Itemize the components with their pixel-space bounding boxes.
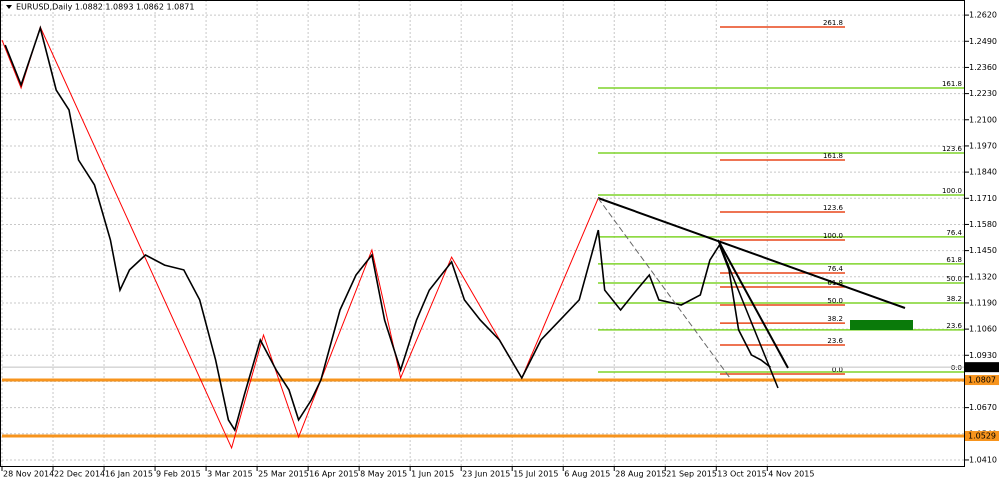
x-tick-label: 22 Dec 2014 xyxy=(54,470,105,479)
x-tick-label: 13 Oct 2015 xyxy=(717,470,766,479)
trend-line xyxy=(717,239,789,369)
price-tag xyxy=(965,431,999,442)
price-tag-label: 1.0807 xyxy=(968,376,996,385)
fib-label: 161.8 xyxy=(823,152,843,160)
fib-guide xyxy=(597,197,731,379)
fib-label: 0.0 xyxy=(951,364,962,372)
x-tick-label: 15 Jul 2015 xyxy=(513,470,558,479)
fib-label: 161.8 xyxy=(942,80,962,88)
price-line xyxy=(4,25,771,432)
marks: 161.8 123.6 100.0 76.4 61.8 50.0 38.2 23.6 0.0 26… xyxy=(1,19,965,450)
y-tick-label: 1.2360 xyxy=(969,63,997,72)
fib-label: 61.8 xyxy=(946,256,962,264)
fib-label: 100.0 xyxy=(942,187,962,195)
y-tick-label: 1.1190 xyxy=(969,298,997,307)
price-tag xyxy=(965,362,999,373)
fib-label: 50.0 xyxy=(946,275,962,283)
fib-label: 38.2 xyxy=(827,315,843,323)
fib-label: 261.8 xyxy=(823,19,843,27)
price-tag xyxy=(965,375,999,386)
y-tick-label: 1.1970 xyxy=(969,141,997,150)
y-tick-label: 1.1060 xyxy=(969,325,997,334)
x-tick-label: 6 Aug 2015 xyxy=(564,470,610,479)
x-tick-label: 9 Feb 2015 xyxy=(156,470,201,479)
price-tag-label: 1.0871 xyxy=(968,363,996,372)
trend-line xyxy=(717,239,779,389)
y-tick-label: 1.0670 xyxy=(969,403,997,412)
price-tag-label: 1.0529 xyxy=(968,432,996,441)
y-tick-label: 1.2230 xyxy=(969,89,997,98)
x-tick-label: 1 Jun 2015 xyxy=(411,470,454,479)
y-tick-label: 1.1710 xyxy=(969,194,997,203)
x-tick-label: 21 Sep 2015 xyxy=(666,470,717,479)
x-tick-label: 28 Nov 2014 xyxy=(3,470,54,479)
x-tick-label: 4 Nov 2015 xyxy=(768,470,814,479)
y-tick-label: 1.1320 xyxy=(969,272,997,281)
trend-line xyxy=(597,197,906,309)
fib-label: 0.0 xyxy=(832,366,843,374)
y-tick-label: 1.0410 xyxy=(969,455,997,464)
chart-title: EURUSD,Daily 1.0882 1.0893 1.0862 1.0871 xyxy=(16,3,195,12)
plot-frame xyxy=(0,0,965,467)
x-tick-label: 25 Mar 2015 xyxy=(258,470,309,479)
y-tick-label: 1.2100 xyxy=(969,115,997,124)
fib-label: 76.4 xyxy=(827,265,843,273)
fib-label: 123.6 xyxy=(823,204,844,212)
fib-label: 76.4 xyxy=(946,229,962,237)
x-tick-label: 3 Mar 2015 xyxy=(207,470,253,479)
y-tick-label: 1.2620 xyxy=(969,11,997,20)
fib-label: 123.6 xyxy=(942,145,963,153)
x-tick-label: 16 Jan 2015 xyxy=(105,470,153,479)
y-tick-label: 1.0930 xyxy=(969,351,997,360)
x-tick-label: 28 Aug 2015 xyxy=(615,470,666,479)
x-tick-label: 23 Jun 2015 xyxy=(462,470,510,479)
x-tick-label: 8 May 2015 xyxy=(360,470,407,479)
fib-label: 38.2 xyxy=(946,295,962,303)
fib-label: 23.6 xyxy=(827,337,843,345)
fib-label: 100.0 xyxy=(823,232,843,240)
y-tick-label: 1.1450 xyxy=(969,246,997,255)
x-tick-label: 16 Apr 2015 xyxy=(309,470,358,479)
y-tick-label: 1.1840 xyxy=(969,168,997,177)
menu-arrow xyxy=(6,5,12,9)
y-tick-label: 1.1580 xyxy=(969,220,997,229)
fib-label: 23.6 xyxy=(946,322,962,330)
green-box xyxy=(850,320,913,330)
y-tick-label: 1.2490 xyxy=(969,37,997,46)
fib-label: 50.0 xyxy=(827,297,843,305)
